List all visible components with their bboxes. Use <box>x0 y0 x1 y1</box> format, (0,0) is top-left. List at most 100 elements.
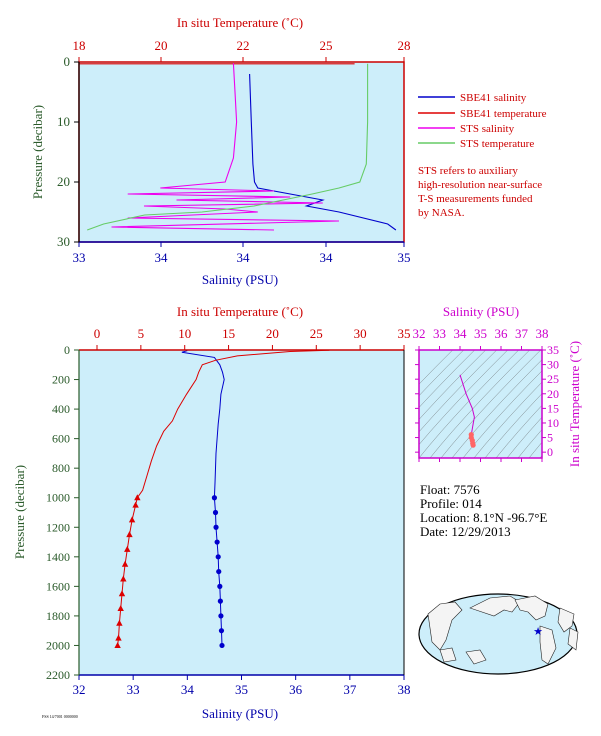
bottom-press-tick-label: 2200 <box>46 668 70 682</box>
map-land-south-america <box>539 625 557 665</box>
bottom-temp-tick-label: 0 <box>94 326 101 341</box>
top-press-tick-label: 20 <box>57 174 70 189</box>
ts-sal-tick-label: 36 <box>495 326 509 341</box>
top-press-tick-label: 30 <box>57 234 70 249</box>
salinity-marker <box>213 524 219 530</box>
map-land-australia-west <box>439 647 457 663</box>
bottom-press-ticks: 0 200 400 600 800 1000 1200 1400 1600 1800 2000 220… <box>46 343 79 682</box>
info-location: Location: 8.1°N -96.7°E <box>420 510 547 525</box>
sts-note-line-3: T-S measurements funded <box>418 193 533 205</box>
bottom-sal-tick-label: 37 <box>343 682 357 697</box>
salinity-marker <box>211 495 218 501</box>
bottom-press-tick-label: 1400 <box>46 550 70 564</box>
ts-contour-line <box>506 416 542 458</box>
salinity-marker <box>216 568 222 575</box>
top-temp-tick-label: 28 <box>398 38 411 53</box>
temperature-marker <box>115 634 122 641</box>
legend-label-sts-temperature: STS temperature <box>460 138 534 150</box>
ts-contour-line <box>528 441 542 458</box>
top-line-sts-salinity <box>111 63 340 231</box>
ts-temp-tick-label: 10 <box>547 416 559 430</box>
top-pressure-axis-label: Pressure (decibar) <box>30 105 45 199</box>
bottom-temp-tick-label: 35 <box>398 326 411 341</box>
ts-series-group <box>459 374 476 448</box>
top-line-sts-temperature <box>87 63 369 231</box>
salinity-marker <box>212 509 219 516</box>
bottom-sal-ticks: 32 33 34 35 36 37 38 <box>73 675 411 697</box>
top-sal-tick-label: 34 <box>155 250 169 265</box>
top-chart: 18 20 22 25 28 33 34 34 34 35 0 10 20 30 In situ Te… <box>30 15 547 287</box>
temperature-marker <box>128 516 136 523</box>
salinity-marker <box>219 642 225 649</box>
top-temp-tick-label: 18 <box>73 38 86 53</box>
bottom-sal-tick-label: 35 <box>235 682 248 697</box>
info-profile: Profile: 014 <box>420 496 482 511</box>
map-land-asia <box>427 601 463 651</box>
bottom-temp-ticks: 0 5 10 15 20 25 30 35 <box>94 326 411 350</box>
info-float: Float: 7576 <box>420 482 480 497</box>
top-temp-tick-label: 25 <box>320 38 333 53</box>
top-press-ticks: 0 10 20 30 <box>57 54 79 249</box>
top-sal-tick-label: 34 <box>237 250 251 265</box>
top-sal-tick-label: 34 <box>320 250 334 265</box>
ts-sal-tick-label: 33 <box>433 326 446 341</box>
ts-temp-tick-label: 0 <box>547 445 553 459</box>
ts-contour-line <box>495 404 542 458</box>
ts-sal-ticks: 32 33 34 35 36 37 38 <box>413 326 549 462</box>
salinity-marker <box>218 613 224 619</box>
bottom-sal-axis-label: Salinity (PSU) <box>202 706 278 721</box>
bottom-sal-tick-label: 38 <box>398 682 411 697</box>
ts-sal-axis-label: Salinity (PSU) <box>443 304 519 319</box>
salinity-marker <box>214 539 220 545</box>
top-temp-tick-label: 20 <box>155 38 168 53</box>
temperature-marker <box>121 560 129 567</box>
ts-temp-tick-label: 20 <box>547 387 559 401</box>
ts-point <box>470 442 476 448</box>
top-sal-axis-label: Salinity (PSU) <box>202 272 278 287</box>
bottom-press-tick-label: 600 <box>52 432 70 446</box>
map-land-africa <box>567 627 579 651</box>
bottom-sal-tick-label: 34 <box>181 682 195 697</box>
sts-note-line-2: high-resolution near-surface <box>418 179 542 191</box>
bottom-sal-tick-label: 32 <box>73 682 86 697</box>
salinity-marker <box>215 554 221 560</box>
bottom-series-group <box>114 349 330 649</box>
map-land-north-america <box>514 595 549 621</box>
float-info: Float: 7576 Profile: 014 Location: 8.1°N… <box>420 482 547 539</box>
top-press-tick-label: 10 <box>57 114 70 129</box>
legend-label-sts-salinity: STS salinity <box>460 123 515 135</box>
top-plot-area <box>79 62 404 242</box>
bottom-press-tick-label: 1200 <box>46 520 70 534</box>
legend-label-sbe41-salinity: SBE41 salinity <box>460 92 527 104</box>
bottom-temp-tick-label: 10 <box>178 326 191 341</box>
bottom-temp-tick-label: 30 <box>354 326 367 341</box>
top-sal-tick-label: 33 <box>73 250 86 265</box>
map-land-europe <box>557 607 575 633</box>
footer-text: FSS 14/7001 0000000 <box>42 714 78 719</box>
temperature-marker <box>114 641 121 648</box>
ts-contour-line <box>440 350 542 458</box>
bottom-press-tick-label: 400 <box>52 402 70 416</box>
bottom-press-tick-label: 800 <box>52 461 70 475</box>
ts-contour-line <box>419 350 509 446</box>
ts-contour-line <box>484 393 542 458</box>
temperature-marker <box>116 619 123 626</box>
top-press-tick-label: 0 <box>64 54 71 69</box>
temperature-marker <box>134 494 141 501</box>
temperature-marker <box>117 605 124 612</box>
bottom-line-temperature <box>117 349 330 646</box>
bottom-press-tick-label: 1000 <box>46 491 70 505</box>
temperature-marker <box>132 501 139 508</box>
ts-sal-tick-label: 35 <box>474 326 487 341</box>
bottom-temp-axis-label: In situ Temperature (˚C) <box>177 304 303 319</box>
top-sal-tick-label: 35 <box>398 250 411 265</box>
salinity-marker <box>218 628 225 634</box>
ts-temp-axis-label: In situ Temperature (˚C) <box>567 341 582 467</box>
top-legend: SBE41 salinity SBE41 temperature STS sal… <box>418 92 547 150</box>
bottom-temp-tick-label: 15 <box>222 326 235 341</box>
bottom-press-tick-label: 200 <box>52 373 70 387</box>
ts-temp-tick-label: 15 <box>547 401 559 415</box>
float-location-star-icon: ★ <box>533 626 543 638</box>
